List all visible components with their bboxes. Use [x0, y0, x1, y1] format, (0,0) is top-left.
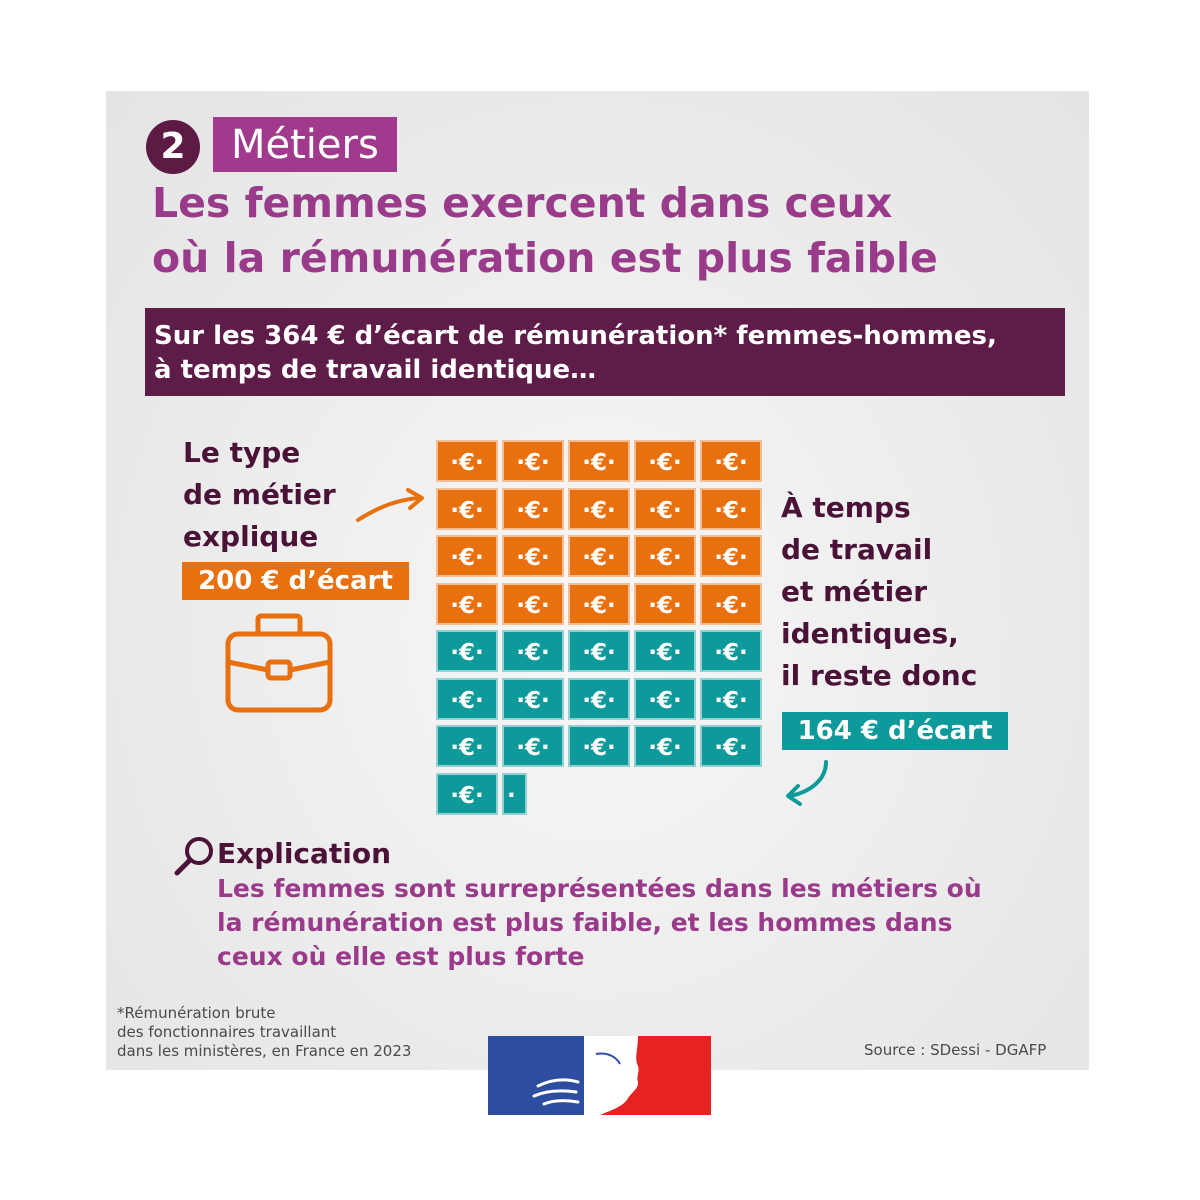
section-tag: Métiers: [213, 117, 397, 172]
teal-euro-tile: ·€·: [634, 725, 696, 767]
orange-euro-tile: ·€·: [502, 535, 564, 577]
explanation-body: Les femmes sont surreprésentées dans les…: [217, 872, 1017, 974]
arrow-right-icon: [356, 488, 424, 522]
teal-euro-tile: ·€·: [568, 677, 630, 720]
teal-euro-tile: ·€·: [436, 725, 498, 767]
explanation-heading: Explication: [217, 837, 392, 870]
remaining-gap-badge: 164 € d’écart: [782, 712, 1008, 750]
orange-euro-tile: ·€·: [700, 487, 762, 530]
banner-line-1: Sur les 364 € d’écart de rémunération* f…: [154, 321, 997, 351]
job-gap-badge: 200 € d’écart: [182, 562, 409, 600]
teal-euro-tile: ·€·: [700, 630, 762, 672]
explanation-line-3: ceux où elle est plus forte: [217, 942, 585, 971]
orange-euro-tile: ·€·: [700, 582, 762, 625]
briefcase-icon: [225, 613, 333, 713]
orange-euro-tile: ·€·: [568, 487, 630, 530]
left-line-3: explique: [183, 520, 319, 553]
footnote-line-1: *Rémunération brute: [117, 1004, 276, 1022]
explanation-line-1: Les femmes sont surreprésentées dans les…: [217, 874, 982, 903]
right-line-3: et métier: [781, 575, 928, 608]
right-line-4: identiques,: [781, 617, 959, 650]
orange-euro-tile: ·€·: [700, 440, 762, 482]
teal-euro-tile: ·€·: [700, 677, 762, 720]
orange-euro-tile: ·€·: [436, 582, 498, 625]
orange-euro-tile: ·€·: [436, 487, 498, 530]
magnifier-icon: [174, 837, 213, 876]
orange-euro-tile: ·€·: [502, 487, 564, 530]
explanation-line-2: la rémunération est plus faible, et les …: [217, 908, 953, 937]
title-line-1: Les femmes exercent dans ceux: [152, 179, 893, 227]
right-line-5: il reste donc: [781, 659, 978, 692]
teal-euro-tile: ·€·: [436, 630, 498, 672]
left-line-1: Le type: [183, 436, 301, 469]
right-line-1: À temps: [781, 491, 911, 524]
orange-euro-tile: ·€·: [634, 487, 696, 530]
page-title: Les femmes exercent dans ceux où la rému…: [152, 176, 1052, 286]
right-explanation: À temps de travail et métier identiques,…: [781, 487, 1011, 697]
teal-euro-tile: ·€·: [502, 725, 564, 767]
footnote-line-2: des fonctionnaires travaillant: [117, 1023, 337, 1041]
orange-euro-tile: ·€·: [634, 582, 696, 625]
orange-euro-tile: ·€·: [502, 582, 564, 625]
teal-euro-tile: ·€·: [700, 725, 762, 767]
orange-euro-tile: ·€·: [568, 440, 630, 482]
teal-euro-tile: ·€·: [568, 725, 630, 767]
orange-euro-tile: ·€·: [634, 535, 696, 577]
teal-euro-tile: ·€·: [436, 772, 498, 815]
euro-tile-grid: ·€· ·€· ·€· ·€· ·€· ·€· ·€· ·€· ·€· ·€· ·€· ·€· ·€· ·…: [436, 440, 766, 820]
teal-euro-tile: ·€·: [634, 677, 696, 720]
orange-euro-tile: ·€·: [436, 440, 498, 482]
orange-euro-tile: ·€·: [568, 535, 630, 577]
right-line-2: de travail: [781, 533, 933, 566]
source-credit: Source : SDessi - DGAFP: [864, 1041, 1047, 1059]
marianne-flag-logo: [488, 1036, 711, 1115]
arrow-down-left-icon: [786, 760, 828, 806]
title-line-2: où la rémunération est plus faible: [152, 234, 938, 282]
teal-euro-tile: ·: [502, 772, 527, 815]
teal-euro-tile: ·€·: [502, 630, 564, 672]
orange-euro-tile: ·€·: [568, 582, 630, 625]
footnote: *Rémunération brute des fonctionnaires t…: [117, 1004, 497, 1061]
left-line-2: de métier: [183, 478, 336, 511]
left-explanation: Le type de métier explique: [183, 432, 403, 558]
intro-banner: Sur les 364 € d’écart de rémunération* f…: [145, 308, 1065, 396]
section-number: 2: [146, 120, 200, 174]
teal-euro-tile: ·€·: [634, 630, 696, 672]
footnote-line-3: dans les ministères, en France en 2023: [117, 1042, 412, 1060]
orange-euro-tile: ·€·: [502, 440, 564, 482]
teal-euro-tile: ·€·: [436, 677, 498, 720]
teal-euro-tile: ·€·: [502, 677, 564, 720]
orange-euro-tile: ·€·: [634, 440, 696, 482]
orange-euro-tile: ·€·: [436, 535, 498, 577]
teal-euro-tile: ·€·: [568, 630, 630, 672]
orange-euro-tile: ·€·: [700, 535, 762, 577]
banner-line-2: à temps de travail identique…: [154, 355, 597, 385]
